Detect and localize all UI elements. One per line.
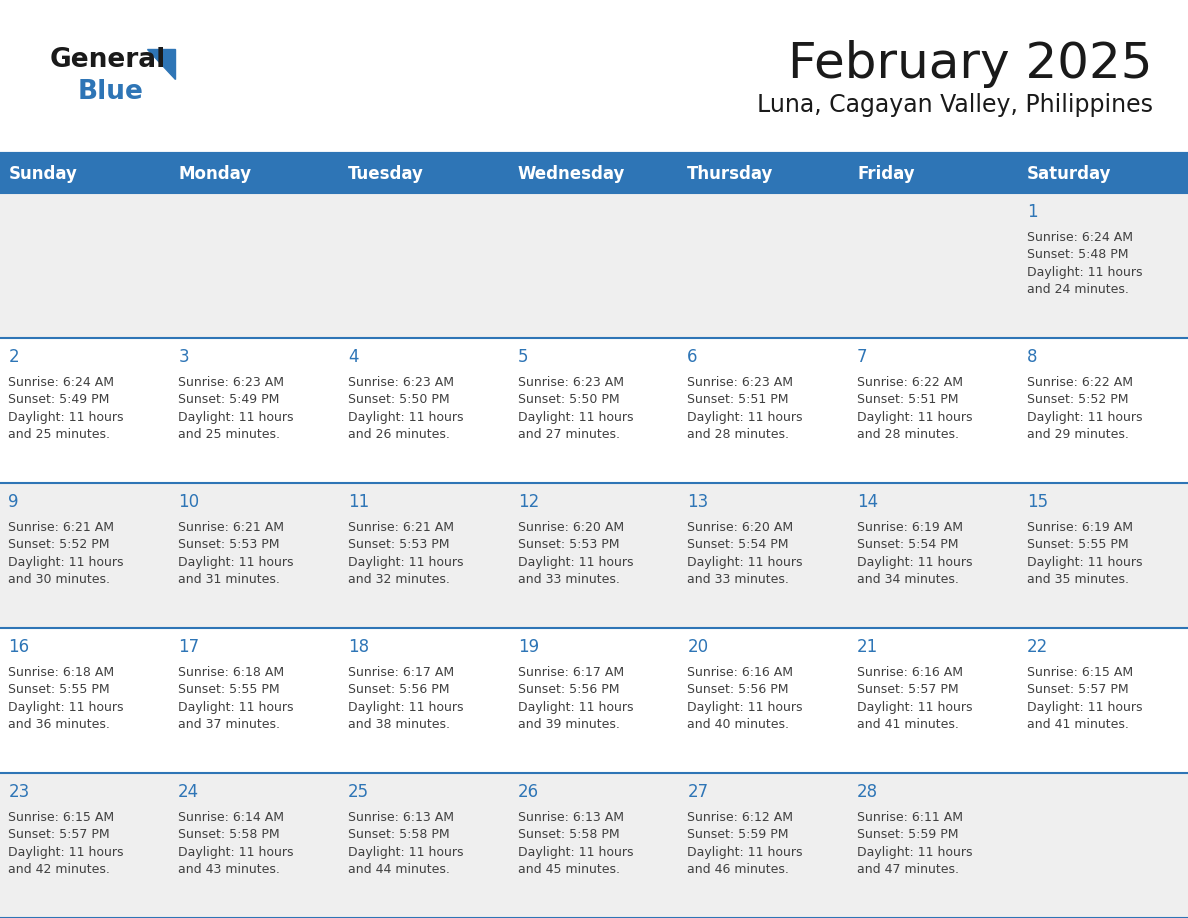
Text: 26: 26 (518, 783, 538, 801)
Text: 6: 6 (688, 348, 697, 366)
Text: Luna, Cagayan Valley, Philippines: Luna, Cagayan Valley, Philippines (757, 93, 1154, 117)
Bar (0, 193, 1188, 338)
Text: Sunrise: 6:16 AM
Sunset: 5:56 PM
Daylight: 11 hours
and 40 minutes.: Sunrise: 6:16 AM Sunset: 5:56 PM Dayligh… (688, 666, 803, 732)
Text: Sunrise: 6:11 AM
Sunset: 5:59 PM
Daylight: 11 hours
and 47 minutes.: Sunrise: 6:11 AM Sunset: 5:59 PM Dayligh… (857, 811, 973, 876)
Text: 25: 25 (348, 783, 369, 801)
Text: Sunrise: 6:17 AM
Sunset: 5:56 PM
Daylight: 11 hours
and 39 minutes.: Sunrise: 6:17 AM Sunset: 5:56 PM Dayligh… (518, 666, 633, 732)
Polygon shape (147, 49, 175, 79)
Text: Sunrise: 6:23 AM
Sunset: 5:50 PM
Daylight: 11 hours
and 26 minutes.: Sunrise: 6:23 AM Sunset: 5:50 PM Dayligh… (348, 375, 463, 442)
Text: Sunrise: 6:23 AM
Sunset: 5:51 PM
Daylight: 11 hours
and 28 minutes.: Sunrise: 6:23 AM Sunset: 5:51 PM Dayligh… (688, 375, 803, 442)
Text: 5: 5 (518, 348, 529, 366)
Text: 21: 21 (857, 638, 878, 656)
Text: 28: 28 (857, 783, 878, 801)
Text: February 2025: February 2025 (789, 40, 1154, 88)
Text: 27: 27 (688, 783, 708, 801)
Text: 2: 2 (8, 348, 19, 366)
Text: 15: 15 (1026, 493, 1048, 511)
Text: 11: 11 (348, 493, 369, 511)
Text: 4: 4 (348, 348, 359, 366)
Bar (0, 773, 1188, 918)
Text: Tuesday: Tuesday (348, 165, 424, 183)
Text: 16: 16 (8, 638, 30, 656)
Text: Sunrise: 6:15 AM
Sunset: 5:57 PM
Daylight: 11 hours
and 41 minutes.: Sunrise: 6:15 AM Sunset: 5:57 PM Dayligh… (1026, 666, 1143, 732)
Text: Sunrise: 6:12 AM
Sunset: 5:59 PM
Daylight: 11 hours
and 46 minutes.: Sunrise: 6:12 AM Sunset: 5:59 PM Dayligh… (688, 811, 803, 876)
Bar (0, 155, 170, 193)
Bar (678, 155, 848, 193)
Text: Friday: Friday (857, 165, 915, 183)
Text: Sunday: Sunday (8, 165, 77, 183)
Text: 14: 14 (857, 493, 878, 511)
Text: Monday: Monday (178, 165, 252, 183)
Text: Sunrise: 6:21 AM
Sunset: 5:52 PM
Daylight: 11 hours
and 30 minutes.: Sunrise: 6:21 AM Sunset: 5:52 PM Dayligh… (8, 521, 124, 587)
Text: Sunrise: 6:13 AM
Sunset: 5:58 PM
Daylight: 11 hours
and 44 minutes.: Sunrise: 6:13 AM Sunset: 5:58 PM Dayligh… (348, 811, 463, 876)
Text: 12: 12 (518, 493, 539, 511)
Text: General: General (50, 47, 166, 73)
Text: 18: 18 (348, 638, 369, 656)
Text: 7: 7 (857, 348, 867, 366)
Text: 9: 9 (8, 493, 19, 511)
Text: Sunrise: 6:14 AM
Sunset: 5:58 PM
Daylight: 11 hours
and 43 minutes.: Sunrise: 6:14 AM Sunset: 5:58 PM Dayligh… (178, 811, 293, 876)
Text: Saturday: Saturday (1026, 165, 1111, 183)
Text: 17: 17 (178, 638, 200, 656)
Text: Sunrise: 6:23 AM
Sunset: 5:50 PM
Daylight: 11 hours
and 27 minutes.: Sunrise: 6:23 AM Sunset: 5:50 PM Dayligh… (518, 375, 633, 442)
Bar (0, 338, 1188, 483)
Text: 3: 3 (178, 348, 189, 366)
Bar (0, 628, 1188, 773)
Text: 20: 20 (688, 638, 708, 656)
Text: 24: 24 (178, 783, 200, 801)
Text: Wednesday: Wednesday (518, 165, 625, 183)
Text: 8: 8 (1026, 348, 1037, 366)
Text: Thursday: Thursday (688, 165, 773, 183)
Text: Sunrise: 6:21 AM
Sunset: 5:53 PM
Daylight: 11 hours
and 32 minutes.: Sunrise: 6:21 AM Sunset: 5:53 PM Dayligh… (348, 521, 463, 587)
Bar (170, 155, 340, 193)
Text: Sunrise: 6:20 AM
Sunset: 5:53 PM
Daylight: 11 hours
and 33 minutes.: Sunrise: 6:20 AM Sunset: 5:53 PM Dayligh… (518, 521, 633, 587)
Text: Sunrise: 6:17 AM
Sunset: 5:56 PM
Daylight: 11 hours
and 38 minutes.: Sunrise: 6:17 AM Sunset: 5:56 PM Dayligh… (348, 666, 463, 732)
Text: Sunrise: 6:21 AM
Sunset: 5:53 PM
Daylight: 11 hours
and 31 minutes.: Sunrise: 6:21 AM Sunset: 5:53 PM Dayligh… (178, 521, 293, 587)
Text: Sunrise: 6:15 AM
Sunset: 5:57 PM
Daylight: 11 hours
and 42 minutes.: Sunrise: 6:15 AM Sunset: 5:57 PM Dayligh… (8, 811, 124, 876)
Text: Sunrise: 6:18 AM
Sunset: 5:55 PM
Daylight: 11 hours
and 37 minutes.: Sunrise: 6:18 AM Sunset: 5:55 PM Dayligh… (178, 666, 293, 732)
Text: Blue: Blue (78, 79, 144, 105)
Bar (848, 155, 1018, 193)
Text: Sunrise: 6:19 AM
Sunset: 5:55 PM
Daylight: 11 hours
and 35 minutes.: Sunrise: 6:19 AM Sunset: 5:55 PM Dayligh… (1026, 521, 1143, 587)
Text: Sunrise: 6:20 AM
Sunset: 5:54 PM
Daylight: 11 hours
and 33 minutes.: Sunrise: 6:20 AM Sunset: 5:54 PM Dayligh… (688, 521, 803, 587)
Text: Sunrise: 6:24 AM
Sunset: 5:49 PM
Daylight: 11 hours
and 25 minutes.: Sunrise: 6:24 AM Sunset: 5:49 PM Dayligh… (8, 375, 124, 442)
Bar (0, 483, 1188, 628)
Text: Sunrise: 6:19 AM
Sunset: 5:54 PM
Daylight: 11 hours
and 34 minutes.: Sunrise: 6:19 AM Sunset: 5:54 PM Dayligh… (857, 521, 973, 587)
Text: Sunrise: 6:18 AM
Sunset: 5:55 PM
Daylight: 11 hours
and 36 minutes.: Sunrise: 6:18 AM Sunset: 5:55 PM Dayligh… (8, 666, 124, 732)
Text: Sunrise: 6:24 AM
Sunset: 5:48 PM
Daylight: 11 hours
and 24 minutes.: Sunrise: 6:24 AM Sunset: 5:48 PM Dayligh… (1026, 230, 1143, 297)
Text: Sunrise: 6:23 AM
Sunset: 5:49 PM
Daylight: 11 hours
and 25 minutes.: Sunrise: 6:23 AM Sunset: 5:49 PM Dayligh… (178, 375, 293, 442)
Bar (1018, 155, 1188, 193)
Text: 10: 10 (178, 493, 200, 511)
Text: 19: 19 (518, 638, 538, 656)
Text: 1: 1 (1026, 203, 1037, 221)
Text: 13: 13 (688, 493, 708, 511)
Text: Sunrise: 6:13 AM
Sunset: 5:58 PM
Daylight: 11 hours
and 45 minutes.: Sunrise: 6:13 AM Sunset: 5:58 PM Dayligh… (518, 811, 633, 876)
Text: 23: 23 (8, 783, 30, 801)
Text: Sunrise: 6:16 AM
Sunset: 5:57 PM
Daylight: 11 hours
and 41 minutes.: Sunrise: 6:16 AM Sunset: 5:57 PM Dayligh… (857, 666, 973, 732)
Bar (340, 155, 510, 193)
Text: Sunrise: 6:22 AM
Sunset: 5:51 PM
Daylight: 11 hours
and 28 minutes.: Sunrise: 6:22 AM Sunset: 5:51 PM Dayligh… (857, 375, 973, 442)
Text: Sunrise: 6:22 AM
Sunset: 5:52 PM
Daylight: 11 hours
and 29 minutes.: Sunrise: 6:22 AM Sunset: 5:52 PM Dayligh… (1026, 375, 1143, 442)
Text: 22: 22 (1026, 638, 1048, 656)
Bar (510, 155, 678, 193)
